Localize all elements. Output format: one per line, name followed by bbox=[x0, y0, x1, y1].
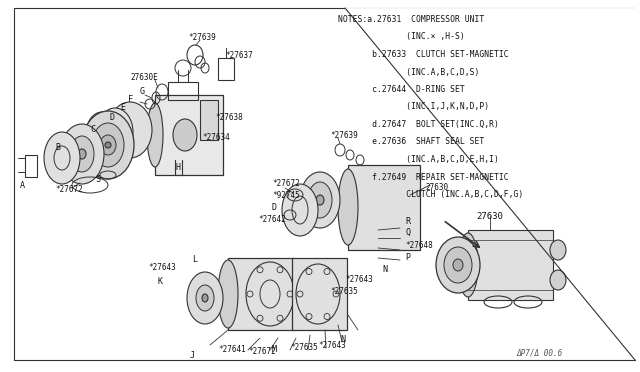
Ellipse shape bbox=[308, 182, 332, 218]
Text: *27635: *27635 bbox=[290, 343, 317, 353]
Ellipse shape bbox=[60, 124, 104, 184]
Text: f.27649  REPAIR SET-MAGNETIC: f.27649 REPAIR SET-MAGNETIC bbox=[338, 173, 509, 182]
Ellipse shape bbox=[453, 259, 463, 271]
Ellipse shape bbox=[92, 123, 124, 167]
Text: NOTES:a.27631  COMPRESSOR UNIT: NOTES:a.27631 COMPRESSOR UNIT bbox=[338, 15, 484, 24]
Text: e.27636  SHAFT SEAL SET: e.27636 SHAFT SEAL SET bbox=[338, 138, 484, 147]
Bar bbox=[155, 95, 223, 175]
Bar bbox=[200, 100, 218, 140]
Text: (INC.× ,H-S): (INC.× ,H-S) bbox=[338, 32, 465, 42]
Ellipse shape bbox=[550, 240, 566, 260]
Text: G: G bbox=[140, 87, 145, 96]
Ellipse shape bbox=[86, 112, 118, 156]
Ellipse shape bbox=[316, 195, 324, 205]
Ellipse shape bbox=[78, 149, 86, 159]
Ellipse shape bbox=[444, 247, 472, 283]
Ellipse shape bbox=[44, 132, 80, 184]
Text: 27630E: 27630E bbox=[130, 74, 157, 83]
Ellipse shape bbox=[196, 285, 214, 311]
Text: (INC.A,B,C,D,E,H,I): (INC.A,B,C,D,E,H,I) bbox=[338, 155, 499, 164]
Bar bbox=[468, 230, 553, 300]
Text: J: J bbox=[190, 350, 195, 359]
Text: *27672: *27672 bbox=[248, 347, 276, 356]
Bar bbox=[168, 82, 198, 100]
Ellipse shape bbox=[458, 233, 478, 297]
Text: 27630: 27630 bbox=[477, 212, 504, 221]
Text: (INC.I,J,K,N,D,P): (INC.I,J,K,N,D,P) bbox=[338, 103, 489, 112]
Bar bbox=[292, 258, 347, 330]
Ellipse shape bbox=[550, 270, 566, 290]
Text: *27643: *27643 bbox=[148, 263, 176, 273]
Text: F: F bbox=[128, 96, 133, 105]
Bar bbox=[228, 258, 293, 330]
Ellipse shape bbox=[70, 136, 94, 172]
Text: b.27633  CLUTCH SET-MAGNETIC: b.27633 CLUTCH SET-MAGNETIC bbox=[338, 50, 509, 59]
Text: *27639: *27639 bbox=[188, 33, 216, 42]
Text: *27642: *27642 bbox=[258, 215, 285, 224]
Text: c.27644  D-RING SET: c.27644 D-RING SET bbox=[338, 85, 465, 94]
Ellipse shape bbox=[105, 142, 111, 148]
Text: *27638: *27638 bbox=[215, 113, 243, 122]
Text: *27639: *27639 bbox=[330, 131, 358, 140]
Text: S: S bbox=[95, 176, 100, 185]
Text: *27634: *27634 bbox=[202, 134, 230, 142]
Text: *27672: *27672 bbox=[272, 179, 300, 187]
Text: *27648: *27648 bbox=[405, 241, 433, 250]
Text: *27672: *27672 bbox=[55, 186, 83, 195]
Ellipse shape bbox=[436, 237, 480, 293]
Ellipse shape bbox=[90, 120, 110, 148]
Text: ΔP7/Δ 00.6: ΔP7/Δ 00.6 bbox=[517, 349, 563, 358]
Text: E: E bbox=[120, 103, 125, 112]
Text: P: P bbox=[405, 253, 410, 263]
Ellipse shape bbox=[100, 135, 116, 155]
Text: A: A bbox=[20, 180, 25, 189]
Ellipse shape bbox=[187, 272, 223, 324]
Text: *92745: *92745 bbox=[272, 190, 300, 199]
Text: *27635: *27635 bbox=[330, 288, 358, 296]
Text: d.27647  BOLT SET(INC.Q,R): d.27647 BOLT SET(INC.Q,R) bbox=[338, 120, 499, 129]
Text: N: N bbox=[382, 266, 387, 275]
Ellipse shape bbox=[300, 172, 340, 228]
Text: CLUTCH (INC.A,B,C,D,F,G): CLUTCH (INC.A,B,C,D,F,G) bbox=[338, 190, 524, 199]
Text: R: R bbox=[405, 218, 410, 227]
Text: C: C bbox=[90, 125, 95, 135]
Text: *27643: *27643 bbox=[345, 276, 372, 285]
Ellipse shape bbox=[218, 260, 238, 328]
Ellipse shape bbox=[108, 102, 152, 158]
Text: L: L bbox=[192, 256, 197, 264]
Ellipse shape bbox=[82, 111, 134, 179]
Ellipse shape bbox=[147, 103, 163, 167]
Text: (INC.A,B,C,D,S): (INC.A,B,C,D,S) bbox=[338, 67, 479, 77]
Text: *27643: *27643 bbox=[318, 340, 346, 350]
Ellipse shape bbox=[202, 294, 208, 302]
Text: Q: Q bbox=[405, 228, 410, 237]
Text: *27637: *27637 bbox=[225, 51, 253, 60]
Ellipse shape bbox=[97, 108, 133, 156]
Text: D: D bbox=[272, 202, 277, 212]
Text: H: H bbox=[175, 164, 180, 173]
Text: *27641: *27641 bbox=[218, 346, 246, 355]
Ellipse shape bbox=[173, 119, 197, 151]
Text: 27630: 27630 bbox=[425, 183, 448, 192]
Text: M: M bbox=[272, 346, 277, 355]
Bar bbox=[25, 155, 37, 177]
Bar bbox=[348, 165, 420, 250]
Bar bbox=[218, 58, 234, 80]
Text: N: N bbox=[340, 336, 345, 344]
Ellipse shape bbox=[338, 169, 358, 245]
Text: K: K bbox=[158, 278, 163, 286]
Text: D: D bbox=[110, 113, 115, 122]
Ellipse shape bbox=[282, 184, 318, 236]
Text: B: B bbox=[55, 144, 60, 153]
